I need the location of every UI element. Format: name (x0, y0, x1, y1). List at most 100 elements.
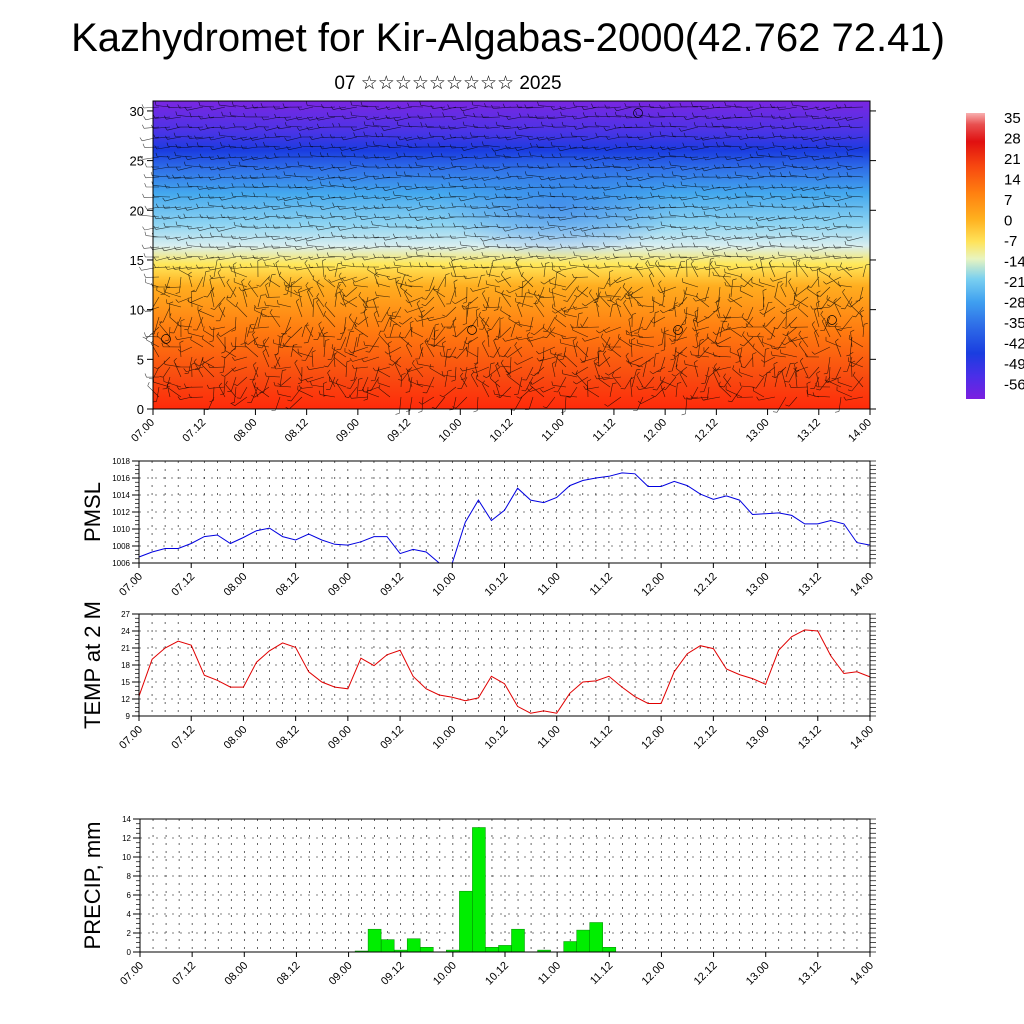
colorbar-label: -35 (1004, 315, 1024, 332)
y-tick-label: 10 (122, 853, 131, 862)
x-tick-label: 07.00 (118, 960, 146, 988)
y-tick-label: 14 (122, 815, 131, 824)
x-tick-label: 13.00 (744, 571, 772, 599)
x-tick-label: 09.12 (385, 417, 413, 445)
x-tick-label: 11.12 (588, 960, 615, 987)
series-line (138, 472, 871, 564)
colorbar-label: 21 (1004, 151, 1021, 168)
colorbar-label: -49 (1004, 356, 1024, 373)
x-tick-label: 10.00 (436, 417, 464, 445)
x-tick-label: 08.12 (283, 417, 311, 445)
y-tick-label: 1014 (112, 491, 130, 500)
x-tick-label: 12.12 (692, 724, 720, 752)
colorbar-label: -14 (1004, 254, 1024, 271)
y-tick-label: 6 (127, 891, 132, 900)
precip-bar (498, 945, 512, 953)
y-tick-label: 0 (127, 948, 132, 957)
y-tick-label: 21 (121, 644, 130, 653)
grid (139, 818, 871, 953)
x-tick-label: 10.00 (430, 724, 458, 752)
precip-bar (602, 947, 617, 953)
colorbar-label: -21 (1004, 274, 1024, 291)
x-tick-label: 13.00 (744, 724, 772, 752)
x-tick-label: 12.00 (641, 417, 669, 445)
x-tick-label: 07.12 (169, 571, 197, 599)
x-tick-label: 09.00 (326, 724, 354, 752)
x-tick-label: 10.12 (483, 724, 511, 752)
precip-bar (485, 947, 499, 953)
colorbar-label: 35 (1004, 110, 1021, 127)
x-tick-label: 09.00 (327, 960, 355, 988)
precip-bar (576, 929, 590, 953)
y-tick-label: 24 (121, 627, 130, 636)
pmsl-panel: 1006 1008 1010 1012 1014 1016 1018 07.00 07.12 08… (80, 457, 876, 599)
y-tick-label: 1012 (112, 508, 130, 517)
x-tick-label: 14.00 (848, 960, 876, 988)
x-tick-label: 11.12 (591, 417, 618, 444)
precip-bar (563, 941, 577, 953)
x-tick-label: 09.12 (379, 960, 407, 988)
precip-bar (459, 890, 473, 953)
y-tick-label: 15 (121, 678, 130, 687)
colorbar-label: -56 (1004, 377, 1024, 394)
colorbar-label: -28 (1004, 295, 1024, 312)
x-tick-label: 08.00 (232, 417, 260, 445)
grid (138, 613, 871, 717)
x-tick-label: 11.00 (536, 960, 563, 987)
x-tick-label: 14.00 (848, 571, 876, 599)
x-tick-label: 08.12 (274, 571, 302, 599)
y-tick-label: 12 (122, 834, 131, 843)
x-tick-label: 08.00 (222, 571, 250, 599)
x-tick-label: 08.12 (275, 960, 303, 988)
colorbar-label: -42 (1004, 336, 1024, 353)
wind-barbs (139, 101, 871, 416)
y-tick-label: 27 (121, 610, 130, 619)
y-tick-label: 1006 (112, 559, 130, 568)
x-tick-label: 09.00 (334, 417, 362, 445)
plot-frame (138, 613, 871, 717)
x-tick-label: 12.00 (639, 724, 667, 752)
x-tick-label: 11.00 (535, 724, 562, 751)
x-tick-label: 07.00 (117, 571, 145, 599)
x-tick-label: 11.00 (535, 571, 562, 598)
precip-bar (472, 827, 486, 953)
x-tick-label: 08.00 (222, 724, 250, 752)
precip-bar (406, 938, 421, 953)
x-tick-label: 07.12 (170, 960, 198, 988)
x-tick-label: 13.12 (796, 724, 824, 752)
calm-wind-circle (161, 334, 171, 344)
precip-bar (589, 922, 603, 953)
x-tick-label: 09.12 (378, 571, 406, 599)
calm-wind-circle (827, 315, 837, 325)
cold-anomaly (440, 150, 680, 260)
colorbar-label: 28 (1004, 131, 1021, 148)
y-tick-label: 20 (130, 203, 144, 218)
y-tick-label: 10 (130, 303, 144, 318)
y-tick-label: 25 (130, 154, 144, 169)
colorbar-label: 7 (1004, 192, 1012, 209)
x-tick-label: 12.12 (692, 571, 720, 599)
precip-bar (367, 928, 382, 953)
y-tick-label: 8 (127, 872, 132, 881)
x-tick-label: 13.12 (796, 571, 824, 599)
calm-wind-circle (633, 108, 643, 118)
y-tick-label: 18 (121, 661, 130, 670)
y-tick-label: 4 (127, 910, 132, 919)
y-tick-label: 1008 (112, 542, 130, 551)
y-tick-label: 9 (126, 712, 131, 721)
precip-bar (380, 939, 395, 953)
x-tick-label: 07.00 (117, 724, 145, 752)
x-tick-label: 14.00 (848, 724, 876, 752)
temperature-panel: 9 12 15 18 21 24 27 07.00 07.12 08.00 08.12 09.00 09… (80, 601, 876, 752)
x-tick-label: 10.00 (431, 960, 459, 988)
x-tick-label: 13.00 (744, 960, 772, 988)
x-tick-label: 13.12 (796, 960, 824, 988)
colorbar-strip (966, 113, 985, 399)
y-tick-label: 30 (130, 104, 144, 119)
grid (138, 460, 871, 564)
x-tick-label: 12.00 (640, 960, 668, 988)
precipitation-panel: 0 2 4 6 8 10 12 14 07.00 07.12 08.00 08.12 09.00 09.1… (80, 815, 876, 988)
chart-title: Kazhydromet for Kir-Algabas-2000(42.762 … (71, 16, 945, 60)
y-tick-label: 1016 (112, 474, 130, 483)
